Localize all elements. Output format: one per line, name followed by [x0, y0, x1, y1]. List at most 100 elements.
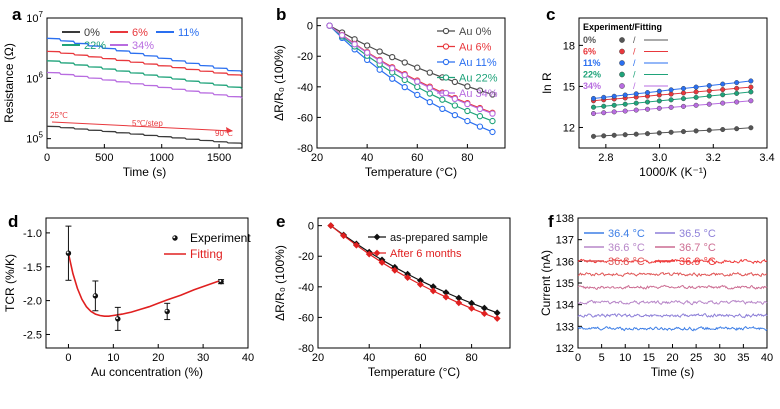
legend-label: 36.7 °C — [679, 242, 716, 254]
data-point — [720, 92, 726, 98]
panel-b-resistance-change: 20 40 60 80 0 -20 -40 -60 -80 Temperature (°C) ΔR/… — [272, 5, 506, 179]
y-tick-label: -80 — [298, 343, 314, 355]
y-tick-label: 12 — [563, 122, 575, 134]
data-point — [748, 84, 754, 90]
x-tick-label: 5 — [599, 352, 605, 364]
data-point — [92, 293, 99, 299]
x-tick-label: 0 — [44, 152, 50, 164]
panel-d-tcr: 0 10 20 30 40 -1.0 -1.5 -2.0 -2.5 Au concentratio… — [3, 212, 254, 379]
data-point — [601, 94, 607, 100]
data-point — [414, 64, 421, 71]
data-point — [389, 54, 396, 61]
legend-label: 34% — [583, 81, 601, 91]
legend-label: Au 22% — [459, 73, 498, 85]
series-line-6% — [46, 50, 243, 77]
x-tick-label: 30 — [714, 352, 726, 364]
legend-separator: / — [633, 81, 636, 91]
data-point — [389, 65, 396, 72]
data-point — [591, 104, 597, 110]
data-point — [363, 42, 371, 49]
x-tick-label: 60 — [411, 152, 423, 164]
data-point — [633, 131, 639, 137]
data-point — [734, 126, 740, 132]
data-point — [451, 102, 459, 109]
x-tick-label: 3.4 — [759, 152, 774, 164]
x-tick-label: 1000 — [149, 152, 173, 164]
data-point-highlight — [66, 251, 69, 254]
legend-separator: / — [633, 70, 636, 80]
fitting-curve — [67, 253, 222, 318]
x-axis-label: Time (s) — [123, 165, 167, 179]
data-point — [748, 89, 754, 95]
data-point-highlight — [165, 309, 168, 312]
data-point — [601, 103, 607, 109]
annotation-arrow-line — [51, 121, 233, 132]
data-point — [426, 98, 433, 106]
data-point — [591, 111, 597, 117]
data-point — [644, 99, 650, 105]
data-point — [680, 129, 686, 135]
legend-marker — [442, 43, 450, 50]
y-tick-base: 10 — [26, 73, 38, 85]
data-point — [451, 95, 459, 103]
legend-label: 11% — [178, 27, 199, 39]
data-point — [748, 98, 754, 104]
y-axis-label: ΔR/R₀ (100%) — [273, 245, 287, 321]
data-point — [680, 103, 686, 109]
x-axis-label: Temperature (°C) — [365, 165, 457, 179]
series-line-11% — [46, 37, 243, 74]
legend-separator: / — [633, 58, 636, 68]
annotation-start: 25℃ — [50, 111, 68, 120]
series-line-22% — [46, 60, 243, 90]
data-point — [489, 128, 496, 136]
data-point — [680, 90, 686, 96]
data-point — [442, 293, 450, 301]
data-point — [376, 48, 383, 55]
data-point — [417, 277, 424, 284]
data-point — [591, 133, 597, 139]
legend-label: 6% — [132, 27, 148, 39]
data-point — [493, 309, 501, 317]
legend-label: 36.9 °C — [679, 256, 716, 268]
annotation-end: 90℃ — [215, 129, 233, 138]
panel-label: c — [546, 5, 555, 24]
annotation-arrow-head — [226, 127, 233, 133]
data-point — [65, 250, 72, 256]
data-point — [481, 310, 488, 317]
panel-label: e — [276, 212, 285, 231]
x-tick-label: 500 — [95, 152, 113, 164]
legend-separator: / — [633, 35, 636, 45]
y-axis-label: TCR (%/K) — [3, 254, 17, 312]
legend-marker — [442, 89, 450, 97]
data-point — [693, 128, 699, 134]
data-point — [622, 101, 628, 107]
legend-label: 36.4 °C — [608, 228, 645, 240]
y-tick-label: -60 — [297, 112, 313, 124]
x-tick-label: 0 — [65, 352, 71, 364]
data-point — [706, 83, 712, 89]
data-point — [668, 91, 674, 97]
y-tick-exp: 5 — [39, 131, 44, 140]
legend-label: 6% — [583, 47, 596, 57]
data-point — [404, 274, 411, 282]
data-point — [720, 81, 726, 87]
y-tick-base: 10 — [26, 13, 38, 25]
data-point — [218, 278, 224, 285]
legend-label: Au 0% — [459, 26, 492, 38]
x-tick-label: 40 — [761, 352, 773, 364]
data-point-highlight — [116, 317, 119, 320]
x-tick-label: 80 — [465, 352, 477, 364]
y-tick-label: 136 — [556, 256, 574, 268]
data-point — [680, 85, 686, 91]
legend-label: Au 34% — [459, 88, 498, 100]
x-tick-label: 20 — [666, 352, 678, 364]
legend-label: Fitting — [190, 247, 223, 261]
data-point — [426, 69, 433, 76]
legend-marker — [442, 58, 450, 66]
data-point — [706, 127, 712, 133]
data-point — [489, 91, 496, 98]
data-point — [476, 123, 484, 130]
series-line-0% — [46, 125, 243, 145]
y-axis-label: ln R — [540, 72, 554, 94]
data-point — [429, 283, 437, 291]
